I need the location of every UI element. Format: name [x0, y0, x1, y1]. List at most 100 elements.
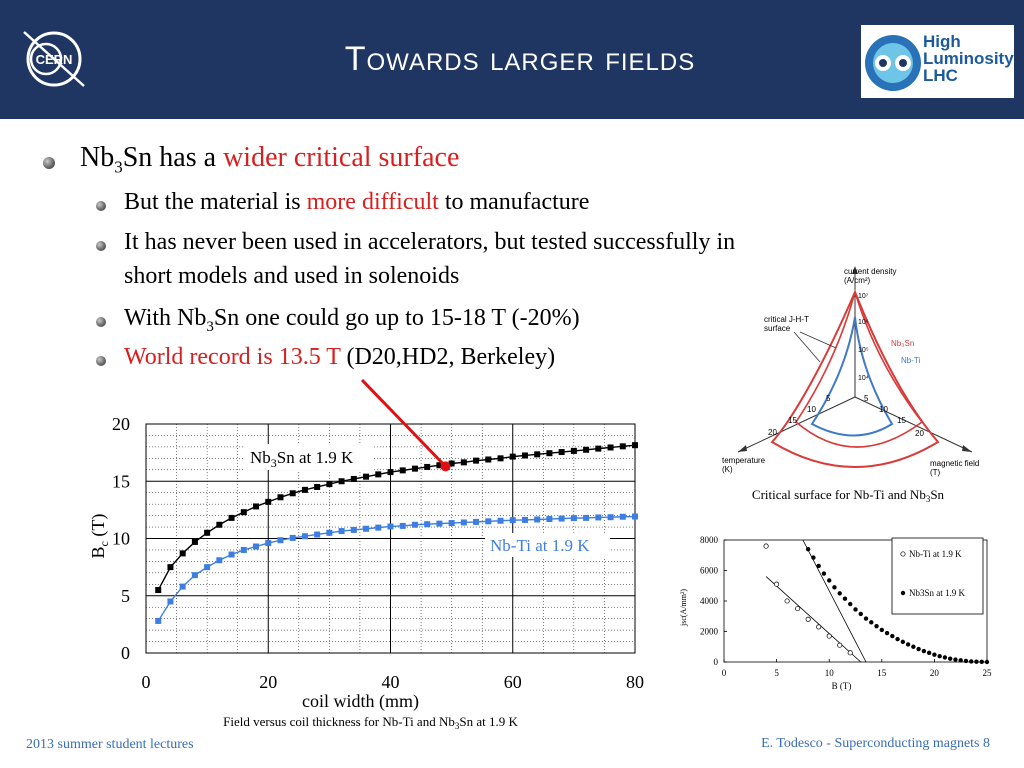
caption-text: Field versus coil thickness for Nb-Ti an… [223, 714, 455, 729]
bullet-icon [96, 201, 106, 211]
jc-x-tick-label: 25 [983, 668, 993, 678]
nbti-jc-point [826, 633, 832, 639]
hl-lhc-logo: High Luminosity LHC [861, 25, 1014, 98]
nbti-jc-point [847, 650, 853, 656]
nbti-data-point [485, 518, 492, 525]
nb3sn-data-point [448, 460, 455, 467]
nb3sn-data-point [558, 449, 565, 456]
nb3sn-jc-point [926, 650, 932, 656]
nbti-jc-point [816, 624, 822, 630]
caption-sub: 3 [926, 494, 931, 504]
nbti-data-point [338, 528, 345, 535]
nbti-series-line [157, 515, 636, 622]
critical-surface-label: critical J-H-T [764, 315, 809, 324]
nb3sn-data-point [363, 473, 370, 480]
bullet-text: With Nb [124, 305, 207, 331]
nbti-data-point [387, 523, 394, 530]
y-tick-label: 20 [112, 414, 130, 434]
nbti-data-point [558, 515, 565, 522]
caption-sub: 3 [455, 721, 460, 731]
nbti-data-point [375, 524, 382, 531]
nb3sn-series-label: Nb3Sn at 1.9 K [250, 448, 354, 470]
nb3sn-data-point [338, 478, 345, 485]
nb3sn-data-point [411, 465, 418, 472]
nbti-data-point [204, 564, 211, 571]
bullet-icon [96, 241, 106, 251]
nb3sn-data-point [460, 459, 467, 466]
jc-vs-field-chart: 0 5 10 15 20 25 0 2000 4000 6000 8000 B (T) jsc(A/mm… [679, 535, 993, 691]
nbti-series-label: Nb-Ti at 1.9 K [490, 536, 590, 555]
nb3sn-jc-point [974, 659, 979, 664]
highlight-text: more difficult [306, 189, 439, 215]
nb3sn-data-point [583, 446, 590, 453]
jc-y-tick-label: 6000 [700, 566, 719, 576]
current-tick: 10⁵ [858, 347, 869, 354]
bullet-text: to manufacture [438, 189, 590, 215]
hl-logo-line: Luminosity [923, 49, 1014, 68]
nbti-jc-point [774, 581, 780, 587]
nb3sn-jc-point [900, 639, 906, 645]
field-tick: 20 [915, 429, 924, 438]
legend-filled-marker [900, 590, 906, 596]
subscript: 3 [114, 157, 123, 177]
y-tick-label: 5 [121, 586, 130, 606]
jc-x-tick-label: 5 [774, 668, 779, 678]
nb3sn-jc-point [937, 654, 942, 659]
current-axis-label: current density [844, 267, 896, 276]
bullet-text: Sn has a [122, 142, 224, 173]
jc-y-tick-label: 4000 [700, 596, 719, 606]
nb3sn-data-point [240, 509, 247, 516]
nb3sn-data-point [509, 453, 516, 460]
bullet-field-range: With Nb3Sn one could go up to 15-18 T (-… [124, 305, 580, 336]
nb3sn-jc-point [969, 659, 974, 664]
label-text: (T) [88, 514, 109, 541]
nb3sn-data-point [570, 447, 577, 454]
nbti-data-point [436, 520, 443, 527]
cern-logo: CERN [23, 31, 85, 87]
cern-logo-text: CERN [36, 52, 73, 67]
nb3sn-data-point [265, 498, 272, 505]
nb3sn-data-point [350, 475, 357, 482]
label-sub: 3 [271, 456, 277, 470]
y-axis-label: Bc (T) [88, 514, 111, 559]
nbti-data-point [607, 514, 614, 521]
caption-text: Critical surface for Nb-Ti and Nb [752, 487, 926, 502]
field-tick: 5 [864, 394, 869, 403]
nbti-data-point [509, 517, 516, 524]
footer-author: E. Todesco - Superconducting magnets 8 [761, 736, 990, 751]
world-record-point [440, 461, 451, 472]
bullet-accelerators: It has never been used in accelerators, … [124, 229, 736, 255]
nbti-data-point [399, 522, 406, 529]
hl-lhc-emblem-icon [865, 35, 921, 91]
nb3sn-jc-point [911, 644, 916, 649]
nbti-data-point [326, 529, 333, 536]
nbti-data-point [228, 551, 235, 558]
nbti-data-point [473, 518, 480, 525]
nbti-data-point [314, 531, 321, 538]
bullet-nb3sn-surface: Nb3Sn has a wider critical surface [80, 142, 459, 178]
bullet-manufacture: But the material is more difficult to ma… [124, 189, 589, 216]
nbti-data-point [350, 526, 357, 533]
nb3sn-jc-point [958, 658, 963, 663]
hl-lhc-logo-text: High Luminosity LHC [923, 33, 1014, 84]
main-chart-caption: Field versus coil thickness for Nb-Ti an… [223, 714, 518, 731]
current-tick: 10⁷ [858, 293, 869, 300]
nb3sn-jc-point [884, 630, 890, 636]
nbti-data-point [619, 513, 626, 520]
nb3sn-data-point [301, 486, 308, 493]
nb3sn-jc-point [874, 623, 879, 629]
nb3sn-jc-point [979, 659, 984, 665]
legend-open-marker [900, 551, 906, 557]
nbti-data-point [632, 513, 638, 520]
nbti-label-box [485, 533, 610, 557]
jc-y-tick-label: 2000 [700, 627, 719, 637]
nb3sn-data-point [546, 450, 553, 457]
critical-surface-figure: 10⁴ 10⁵ 10⁶ 10⁷ 5 10 15 20 5 10 15 20 cu… [722, 266, 979, 504]
bullet-world-record: World record is 13.5 T (D20,HD2, Berkele… [124, 344, 555, 371]
nb3sn-data-point [155, 587, 162, 594]
bullet-text: Nb [80, 142, 115, 173]
nb3sn-data-point [289, 490, 296, 497]
nb3sn-data-point [497, 455, 504, 462]
footer-course: 2013 summer student lectures [26, 737, 194, 752]
